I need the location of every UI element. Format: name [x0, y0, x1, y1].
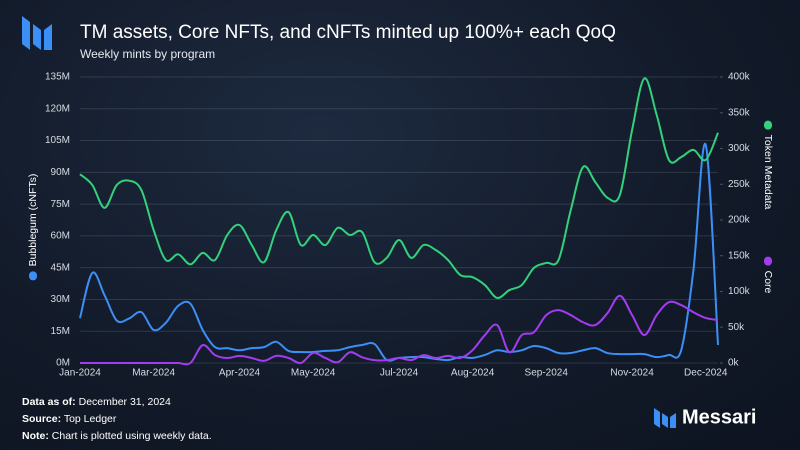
legend-label: Bubblegum (cNFTs) — [27, 174, 39, 267]
footer-row: Data as of: December 31, 2024 — [22, 396, 171, 408]
x-tick-label: Jan-2024 — [59, 368, 101, 379]
series-line — [79, 294, 719, 366]
y-tick-label: 45M — [51, 262, 70, 273]
footer-label: Note: — [22, 430, 49, 442]
x-tick-label: Jul-2024 — [380, 368, 419, 379]
y2-tick-label: 400k — [728, 72, 751, 83]
y-tick-label: 90M — [51, 167, 70, 178]
chart-subtitle: Weekly mints by program — [80, 47, 215, 61]
y-tick-label: 120M — [45, 103, 70, 114]
x-tick-label: Nov-2024 — [610, 368, 654, 379]
x-tick-label: Sep-2024 — [525, 368, 569, 379]
footer-row: Note: Chart is plotted using weekly data… — [22, 430, 212, 442]
footer-text: Chart is plotted using weekly data. — [51, 430, 212, 442]
axis-legend: Bubblegum (cNFTs) — [27, 174, 39, 281]
series-line — [79, 142, 719, 362]
footer-label: Source: — [22, 413, 62, 425]
y-tick-label: 105M — [45, 135, 70, 146]
axis-legend: Token Metadata — [762, 120, 774, 210]
legend-swatch — [764, 256, 772, 266]
logo — [22, 16, 52, 50]
brand-logo — [654, 408, 676, 428]
y2-tick-label: 0k — [728, 358, 740, 369]
brand-name: Messari — [682, 406, 757, 428]
y2-tick-label: 50k — [728, 322, 745, 333]
axis-legend: Core — [762, 256, 774, 294]
footer-text: Top Ledger — [63, 413, 117, 425]
x-tick-label: Aug-2024 — [451, 368, 495, 379]
y2-tick-label: 300k — [728, 143, 751, 154]
x-tick-label: Apr-2024 — [219, 368, 261, 379]
series-line — [79, 77, 719, 299]
footer-label: Data as of: — [22, 396, 76, 408]
y2-tick-label: 250k — [728, 179, 751, 190]
legend-label: Core — [762, 271, 774, 294]
x-tick-label: May-2024 — [291, 368, 336, 379]
legend-swatch — [29, 271, 37, 281]
footer-row: Source: Top Ledger — [22, 413, 116, 425]
legend-label: Token Metadata — [762, 135, 774, 210]
chart-title: TM assets, Core NFTs, and cNFTs minted u… — [80, 22, 616, 43]
y-tick-label: 15M — [51, 326, 70, 337]
y-tick-label: 60M — [51, 231, 70, 242]
y2-tick-label: 150k — [728, 250, 751, 261]
y2-tick-label: 350k — [728, 107, 751, 118]
x-tick-label: Mar-2024 — [132, 368, 175, 379]
y-tick-label: 0M — [56, 358, 70, 369]
footer-text: December 31, 2024 — [78, 396, 171, 408]
y2-tick-label: 100k — [728, 286, 751, 297]
y-tick-label: 75M — [51, 199, 70, 210]
y-tick-label: 30M — [51, 294, 70, 305]
y2-tick-label: 200k — [728, 215, 751, 226]
y-tick-label: 135M — [45, 72, 70, 83]
x-tick-label: Dec-2024 — [684, 368, 728, 379]
legend-swatch — [764, 120, 772, 130]
